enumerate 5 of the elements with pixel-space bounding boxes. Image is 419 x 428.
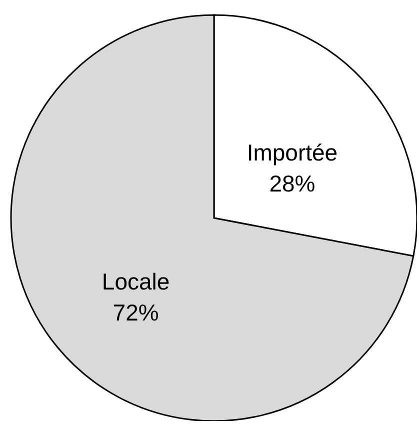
data-label: 28% — [269, 170, 316, 196]
slice-label: Importée — [246, 139, 338, 166]
pie-slice — [10, 14, 414, 421]
data-label: 72% — [112, 300, 159, 326]
slice-label: Locale — [102, 268, 170, 295]
